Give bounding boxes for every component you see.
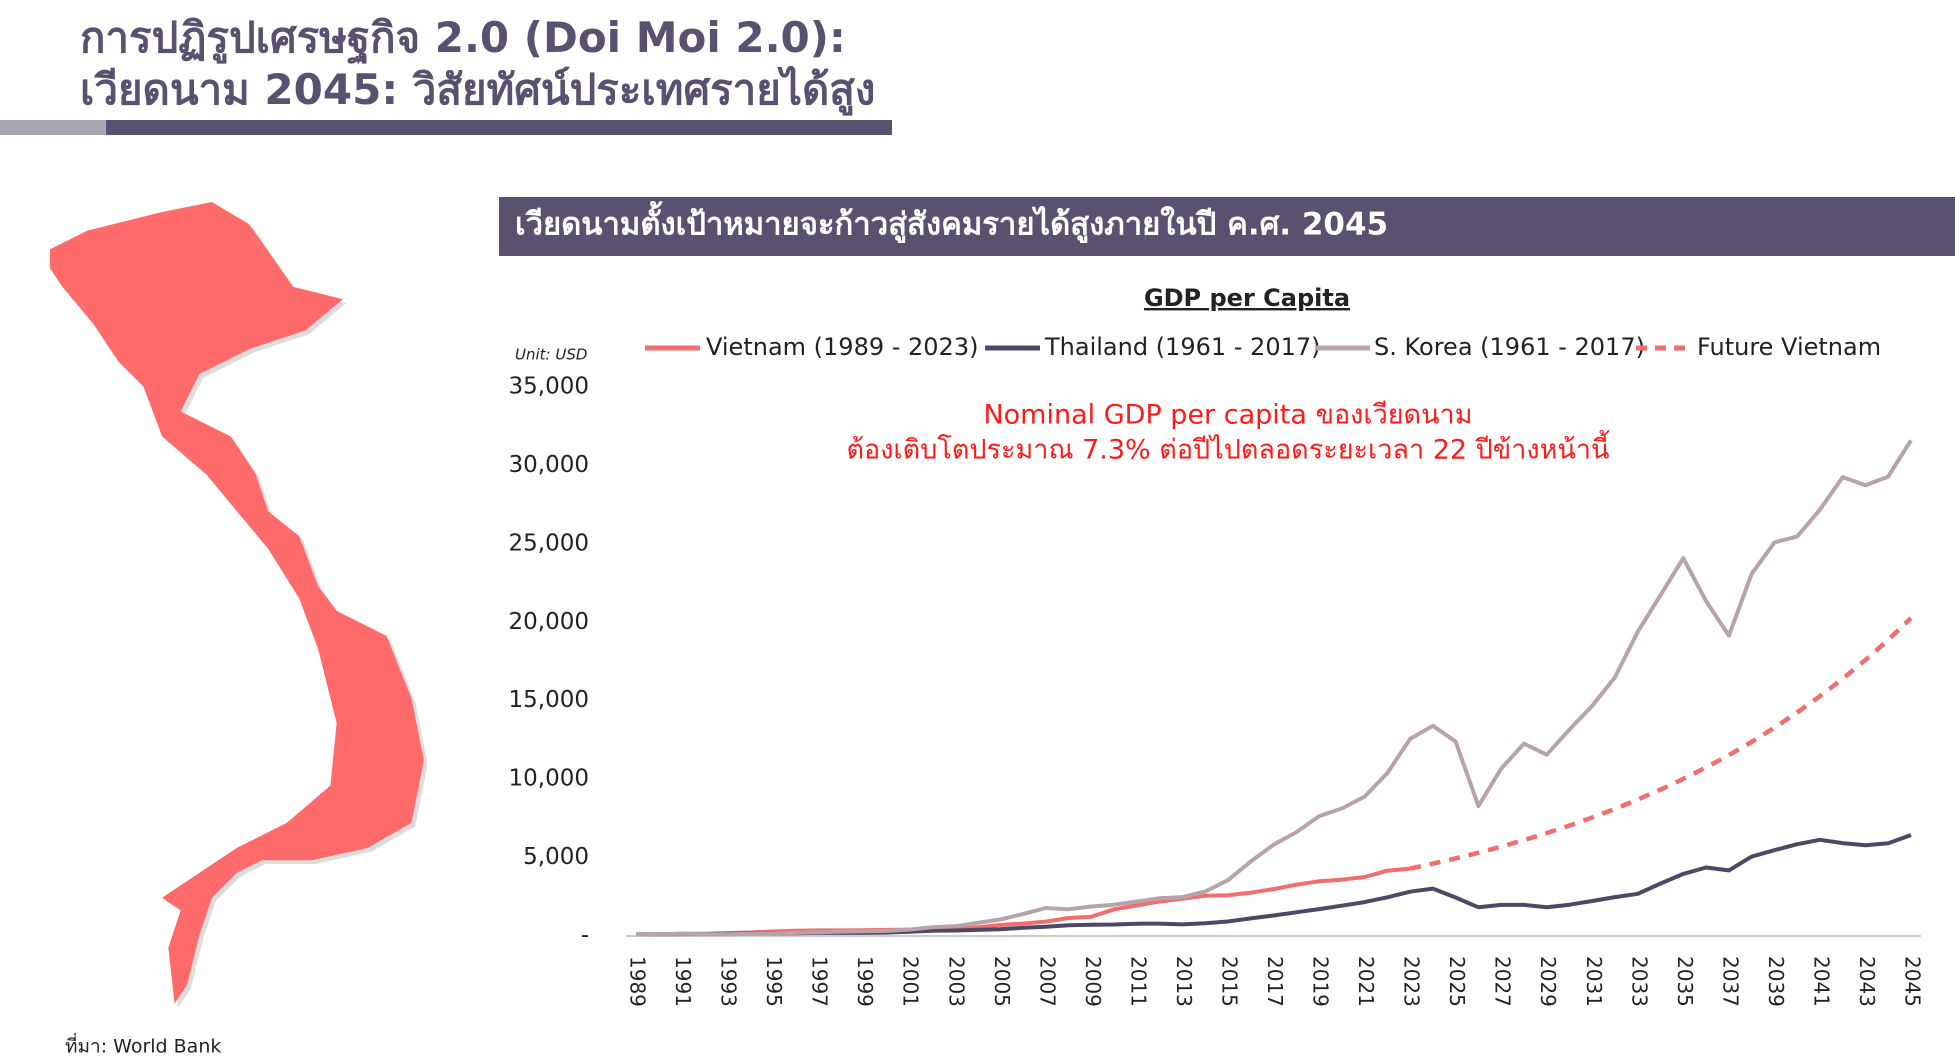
y-tick-label: 25,000 <box>509 530 589 556</box>
title-line: เวียดนาม 2045: วิสัยทัศน์ประเทศรายได้สูง <box>80 65 875 116</box>
y-tick-label: 15,000 <box>509 687 589 713</box>
annotation: Nominal GDP per capita ของเวียดนาม <box>983 400 1472 431</box>
x-tick-label: 2015 <box>1217 956 1241 1007</box>
x-tick-label: 2001 <box>899 956 923 1007</box>
series-line <box>636 866 1411 937</box>
x-tick-label: 1991 <box>671 956 695 1007</box>
series-line <box>1409 616 1913 871</box>
annotation: ต้องเติบโตประมาณ 7.3% ต่อปีไปตลอดระยะเวล… <box>847 430 1610 466</box>
vietnam-map <box>49 201 424 1004</box>
y-tick-label: 35,000 <box>509 374 589 400</box>
x-tick-label: 2025 <box>1445 956 1469 1007</box>
y-tick-label: 10,000 <box>509 766 589 792</box>
x-tick-label: 2043 <box>1855 956 1879 1007</box>
x-tick-label: 1997 <box>808 956 832 1007</box>
x-tick-label: 2027 <box>1491 956 1515 1007</box>
x-tick-label: 2041 <box>1809 956 1833 1007</box>
y-tick-label: - <box>581 923 589 949</box>
chart-title: GDP per Capita <box>1144 284 1350 312</box>
subtitle-bar <box>499 197 1955 256</box>
x-tick-label: 2011 <box>1126 956 1150 1007</box>
accent-bar <box>106 120 892 135</box>
map <box>49 201 428 1008</box>
x-tick-label: 2031 <box>1582 956 1606 1007</box>
y-tick-label: 5,000 <box>523 844 589 870</box>
x-tick-label: 2039 <box>1764 956 1788 1007</box>
title-line: การปฏิรูปเศรษฐกิจ 2.0 (Doi Moi 2.0): <box>80 13 846 65</box>
x-tick-label: 2029 <box>1536 956 1560 1007</box>
unit-label: Unit: USD <box>515 346 587 364</box>
y-tick-label: 30,000 <box>509 452 589 478</box>
x-tick-label: 2019 <box>1309 956 1333 1007</box>
legend-label: Thailand (1961 - 2017) <box>1044 333 1321 361</box>
x-tick-label: 1989 <box>626 956 650 1007</box>
x-tick-label: 2013 <box>1172 956 1196 1007</box>
x-tick-label: 2045 <box>1901 956 1925 1007</box>
series-line <box>635 833 1912 937</box>
x-tick-label: 2035 <box>1673 956 1697 1007</box>
y-tick-label: 20,000 <box>509 609 589 635</box>
legend-label: Vietnam (1989 - 2023) <box>706 333 978 361</box>
series-line <box>635 439 1913 937</box>
x-tick-label: 2007 <box>1035 956 1059 1007</box>
x-tick-label: 1999 <box>853 956 877 1007</box>
x-tick-label: 2023 <box>1400 956 1424 1007</box>
x-tick-label: 2005 <box>990 956 1014 1007</box>
x-tick-label: 2009 <box>1081 956 1105 1007</box>
legend-label: Future Vietnam <box>1697 333 1881 361</box>
accent-bar <box>0 120 106 135</box>
x-tick-label: 2003 <box>944 956 968 1007</box>
x-tick-label: 1993 <box>717 956 741 1007</box>
legend-label: S. Korea (1961 - 2017) <box>1374 333 1645 361</box>
subtitle: เวียดนามตั้งเป้าหมายจะก้าวสู่สังคมรายได้… <box>515 201 1388 244</box>
source: ที่มา: World Bank <box>65 1033 221 1058</box>
x-tick-label: 2017 <box>1263 956 1287 1007</box>
x-tick-label: 2033 <box>1627 956 1651 1007</box>
x-tick-label: 1995 <box>762 956 786 1007</box>
x-tick-label: 2037 <box>1718 956 1742 1007</box>
x-tick-label: 2021 <box>1354 956 1378 1007</box>
